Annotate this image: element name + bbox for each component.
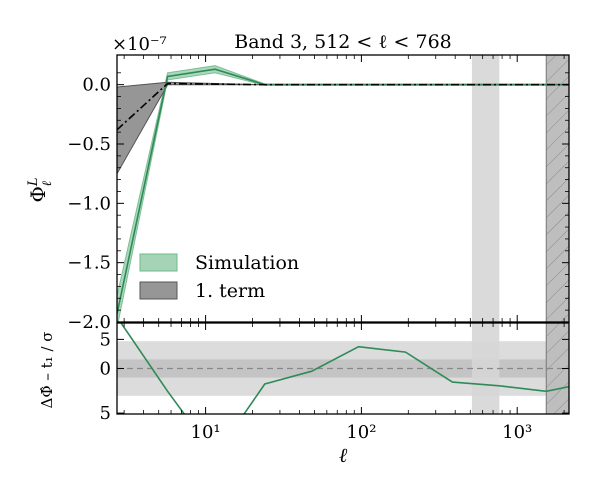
legend-swatch-1 (139, 281, 178, 300)
y-tick-label: −0.5 (67, 134, 111, 155)
y-axis-label-bottom: ΔΦ̂ – t₁ / σ (38, 331, 56, 408)
legend-swatch-0 (139, 253, 178, 272)
band-region-bottom (471, 323, 500, 414)
legend-label-1: 1. term (195, 280, 265, 302)
x-tick-label: 10³ (502, 422, 532, 443)
series-line-first-term (117, 82, 569, 131)
excluded-region-top (545, 55, 569, 322)
y-tick-label: −2.0 (67, 312, 111, 333)
top-panel-frame (116, 54, 570, 323)
legend-label-0: Simulation (195, 252, 299, 274)
y-tick-label-bottom: 5 (100, 329, 111, 350)
x-tick-label: 10¹ (191, 422, 221, 443)
top-panel-plot (117, 55, 569, 322)
y-axis-label-top: ΦLℓ (26, 177, 55, 202)
x-axis-label: ℓ (339, 443, 348, 467)
band-region-top (471, 55, 500, 322)
series-band-first-term (117, 81, 569, 175)
series-band-simulation (117, 65, 569, 322)
y-tick-label: −1.5 (67, 253, 111, 274)
chart-title: Band 3, 512 < ℓ < 768 (234, 31, 452, 53)
bottom-panel-plot (117, 323, 569, 414)
y-tick-label: 0.0 (82, 75, 111, 96)
x-tick-label: 10² (346, 422, 376, 443)
y-tick-label-bottom: 0 (100, 359, 111, 380)
series-line-simulation (117, 68, 569, 314)
series-line-residual (120, 323, 569, 414)
y-tick-label: −1.0 (67, 193, 111, 214)
y-tick-label-bottom: 5 (100, 403, 111, 424)
offset-text: ×10⁻⁷ (112, 34, 167, 55)
